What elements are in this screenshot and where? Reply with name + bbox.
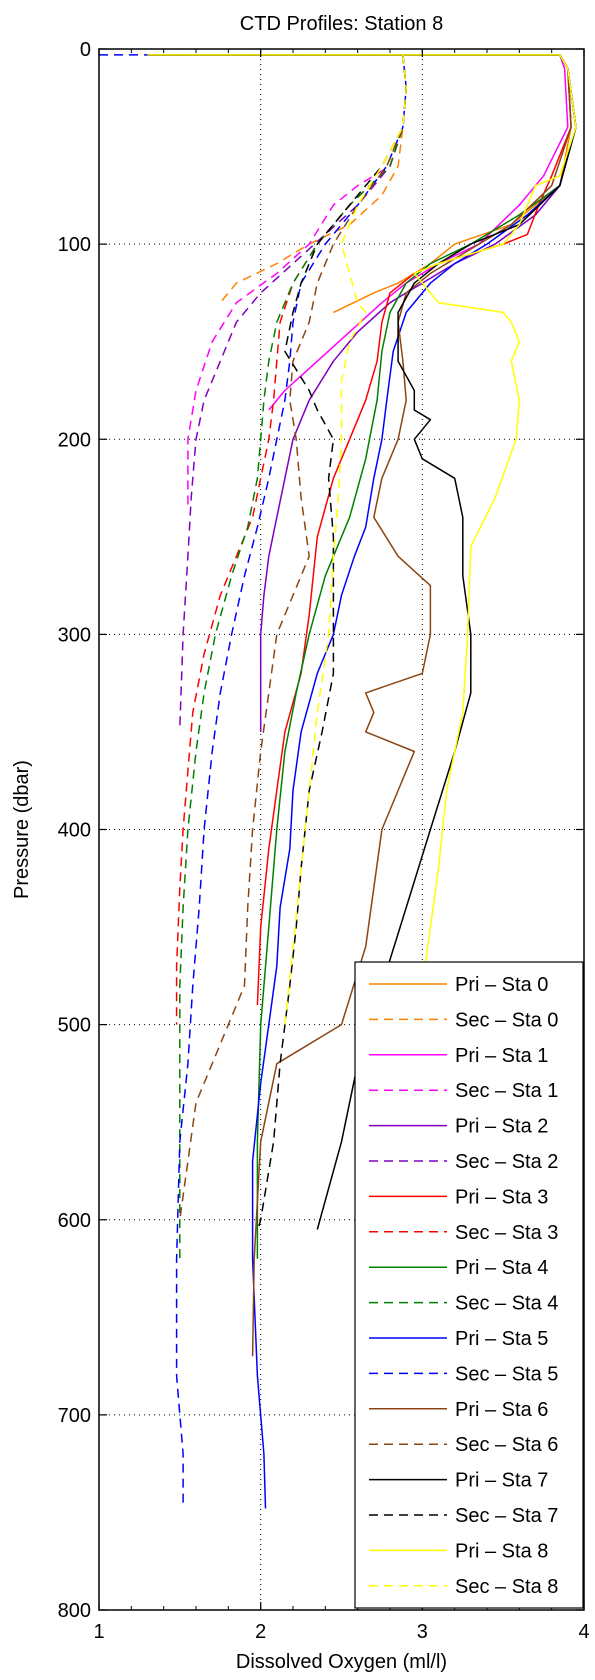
- legend: Pri – Sta 0 Sec – Sta 0 Pri – Sta 1 Sec – S…: [354, 961, 584, 1609]
- y-axis-label: Pressure (dbar): [11, 760, 33, 899]
- legend-label: Sec – Sta 2: [455, 1151, 558, 1173]
- y-tick-label: 0: [80, 39, 91, 61]
- legend-label: Pri – Sta 2: [455, 1116, 548, 1138]
- legend-label: Pri – Sta 5: [455, 1328, 548, 1350]
- y-tick-label: 100: [58, 234, 91, 256]
- series-line: [284, 54, 407, 1025]
- series-line: [256, 54, 407, 1232]
- legend-label: Sec – Sta 8: [455, 1576, 558, 1598]
- x-tick-label: 1: [93, 1621, 104, 1643]
- legend-label: Sec – Sta 6: [455, 1434, 558, 1456]
- series-line: [147, 54, 572, 1357]
- series-line: [187, 54, 407, 508]
- series-line: [147, 54, 569, 411]
- x-tick-label: 3: [417, 1621, 428, 1643]
- y-tick-label: 600: [58, 1210, 91, 1232]
- y-tick-label: 800: [58, 1600, 91, 1622]
- y-tick-label: 400: [58, 820, 91, 842]
- legend-label: Sec – Sta 3: [455, 1222, 558, 1244]
- legend-label: Sec – Sta 0: [455, 1009, 558, 1031]
- axis-ticks: 1 2 3 4 0 100 200 300 400 500 600 700 800: [58, 39, 590, 1643]
- legend-label: Pri – Sta 8: [455, 1540, 548, 1562]
- legend-label: Sec – Sta 4: [455, 1293, 558, 1315]
- legend-label: Sec – Sta 1: [455, 1080, 558, 1102]
- legend-label: Sec – Sta 7: [455, 1505, 558, 1527]
- series-line: [147, 54, 572, 1006]
- y-tick-label: 200: [58, 429, 91, 451]
- series-line: [179, 54, 407, 1259]
- series-line: [147, 54, 577, 986]
- legend-label: Sec – Sta 5: [455, 1363, 558, 1385]
- series-line: [147, 54, 577, 1509]
- series-line: [147, 54, 577, 1230]
- series-lines: [99, 54, 577, 1509]
- legend-label: Pri – Sta 1: [455, 1045, 548, 1067]
- legend-label: Pri – Sta 6: [455, 1399, 548, 1421]
- legend-label: Pri – Sta 7: [455, 1470, 548, 1492]
- x-tick-label: 2: [255, 1621, 266, 1643]
- series-line: [99, 54, 407, 1509]
- chart-title: CTD Profiles: Station 8: [240, 13, 443, 35]
- y-tick-label: 500: [58, 1015, 91, 1037]
- y-tick-label: 300: [58, 624, 91, 646]
- legend-box: [354, 961, 584, 1609]
- legend-label: Pri – Sta 4: [455, 1257, 548, 1279]
- legend-label: Pri – Sta 3: [455, 1186, 548, 1208]
- legend-label: Pri – Sta 0: [455, 974, 548, 996]
- x-tick-label: 4: [578, 1621, 589, 1643]
- x-axis-label: Dissolved Oxygen (ml/l): [236, 1651, 447, 1673]
- y-tick-label: 700: [58, 1405, 91, 1427]
